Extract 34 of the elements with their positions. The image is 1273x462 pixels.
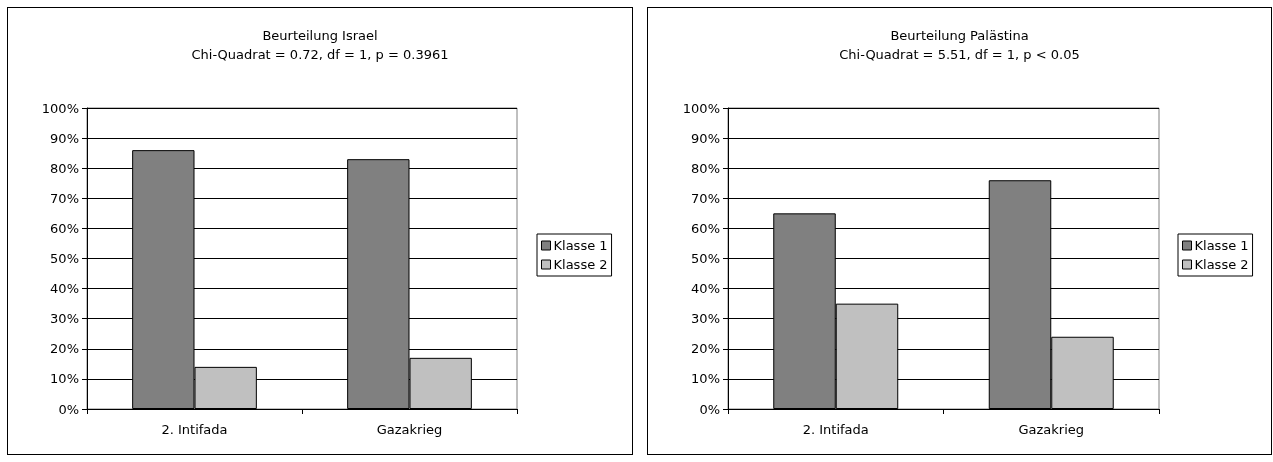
y-tick-label: 70%	[50, 190, 79, 206]
y-tick-label: 30%	[691, 311, 720, 327]
y-tick-label: 20%	[691, 341, 720, 357]
y-tick-label: 10%	[691, 371, 720, 387]
y-tick-label: 100%	[682, 100, 720, 116]
y-tick-label: 20%	[50, 341, 79, 357]
y-tick-label: 100%	[41, 100, 79, 116]
y-tick-label: 50%	[50, 251, 79, 266]
chart-subtitle: Chi-Quadrat = 0.72, df = 1, p = 0.3961	[191, 47, 449, 62]
legend-label: Klasse 2	[553, 257, 608, 272]
y-tick-label: 40%	[50, 281, 79, 297]
y-tick-label: 80%	[691, 160, 720, 176]
legend-label: Klasse 1	[1194, 238, 1249, 253]
y-tick-label: 10%	[50, 371, 79, 387]
y-tick-label: 90%	[50, 130, 79, 146]
x-tick-label: Gazakrieg	[376, 422, 443, 437]
y-tick-label: 0%	[699, 401, 720, 417]
chart-title: Beurteilung Palästina	[890, 28, 1029, 43]
chart-subtitle: Chi-Quadrat = 5.51, df = 1, p < 0.05	[839, 47, 1080, 62]
y-tick-label: 60%	[50, 220, 79, 236]
x-tick-label: 2. Intifada	[161, 422, 228, 437]
y-tick-label: 70%	[691, 190, 720, 206]
x-tick-label: Gazakrieg	[1018, 422, 1085, 437]
y-tick-label: 80%	[50, 160, 79, 176]
legend-label: Klasse 1	[553, 238, 608, 253]
y-tick-label: 30%	[50, 311, 79, 327]
y-tick-label: 0%	[58, 401, 79, 417]
x-tick-label: 2. Intifada	[802, 422, 869, 437]
legend-label: Klasse 2	[1194, 257, 1249, 272]
y-tick-label: 40%	[691, 281, 720, 297]
y-tick-label: 50%	[691, 251, 720, 266]
y-tick-label: 60%	[691, 220, 720, 236]
chart-title: Beurteilung Israel	[262, 28, 378, 43]
y-tick-label: 90%	[691, 130, 720, 146]
